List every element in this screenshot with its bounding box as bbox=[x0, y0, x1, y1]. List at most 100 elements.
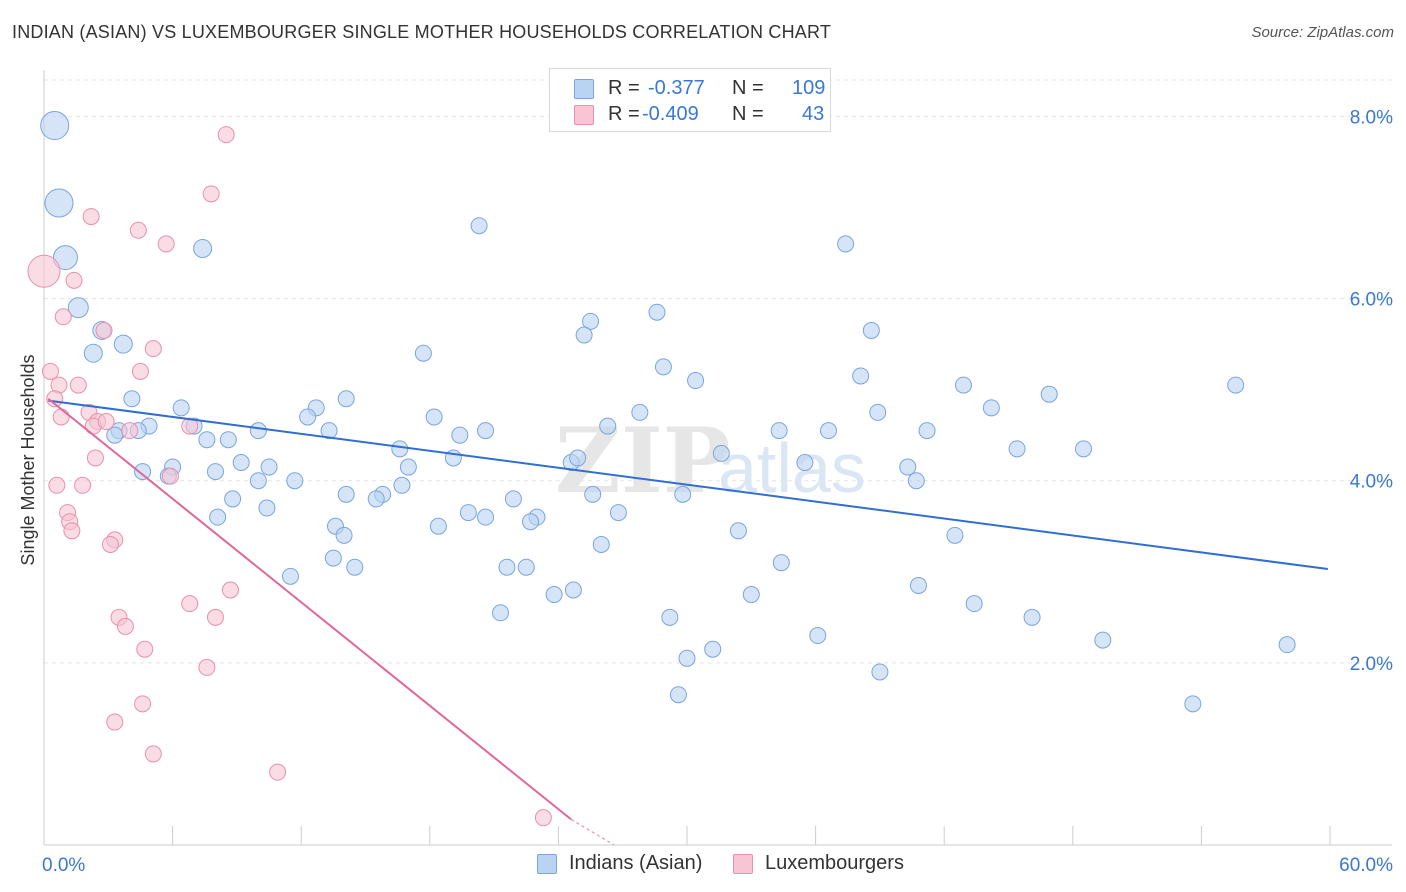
legend-swatch-blue bbox=[574, 79, 594, 99]
legend-r-label: R = bbox=[608, 77, 640, 99]
indian-point bbox=[67, 297, 89, 319]
indian-point bbox=[569, 449, 587, 467]
indian-point bbox=[198, 431, 216, 449]
series-legend: Indians (Asian) Luxembourgers bbox=[0, 852, 1406, 876]
luxembourger-point bbox=[134, 695, 152, 713]
indian-point bbox=[946, 526, 964, 544]
indian-point bbox=[83, 343, 103, 363]
luxembourger-point bbox=[206, 608, 224, 626]
luxembourger-point bbox=[41, 362, 59, 380]
series-legend-label: Luxembourgers bbox=[765, 852, 904, 874]
indian-point bbox=[391, 440, 409, 458]
source-credit: Source: ZipAtlas.com bbox=[1251, 24, 1394, 41]
indian-point bbox=[337, 390, 355, 408]
indian-point bbox=[1278, 636, 1296, 654]
indian-point bbox=[678, 649, 696, 667]
indian-point bbox=[399, 458, 417, 476]
indian-point bbox=[674, 485, 692, 503]
luxembourger-point bbox=[65, 271, 83, 289]
luxembourger-point bbox=[63, 522, 81, 540]
indian-point bbox=[661, 608, 679, 626]
indian-point bbox=[869, 403, 887, 421]
x-tick-label: 0.0% bbox=[42, 855, 85, 876]
indian-point bbox=[907, 472, 925, 490]
indian-point bbox=[654, 358, 672, 376]
watermark-atlas: atlas bbox=[718, 429, 866, 507]
legend-swatch-pink bbox=[574, 105, 594, 125]
indian-point bbox=[299, 408, 317, 426]
series-swatch-blue bbox=[537, 854, 557, 874]
indian-point bbox=[522, 513, 540, 531]
indian-point bbox=[1075, 440, 1093, 458]
luxembourger-point bbox=[27, 254, 61, 288]
indian-point bbox=[584, 485, 602, 503]
indian-point bbox=[1008, 440, 1026, 458]
indian-point bbox=[545, 586, 563, 604]
indian-point bbox=[393, 476, 411, 494]
indian-point bbox=[648, 303, 666, 321]
luxembourger-point bbox=[54, 308, 72, 326]
luxembourger-point bbox=[131, 362, 149, 380]
luxembourger-point bbox=[157, 235, 175, 253]
indian-point bbox=[477, 422, 495, 440]
indian-point bbox=[564, 581, 582, 599]
luxembourger-point bbox=[202, 185, 220, 203]
indian-point bbox=[609, 504, 627, 522]
indian-point bbox=[260, 458, 278, 476]
indian-point bbox=[335, 526, 353, 544]
indian-point bbox=[232, 454, 250, 471]
indian-point bbox=[772, 554, 790, 572]
indian-point bbox=[320, 422, 338, 440]
indian-point bbox=[1094, 631, 1112, 649]
legend-r-value: -0.409 bbox=[642, 103, 699, 125]
legend-r-label: R = bbox=[608, 103, 640, 125]
luxembourger-point bbox=[116, 617, 134, 635]
indian-point bbox=[918, 422, 936, 440]
indian-point bbox=[1184, 695, 1202, 713]
indian-point bbox=[219, 431, 237, 449]
luxembourger-trendline-extension bbox=[570, 818, 615, 846]
luxembourger-trendline bbox=[47, 397, 572, 821]
indian-point bbox=[498, 558, 516, 576]
indian-point bbox=[224, 490, 242, 508]
series-swatch-pink bbox=[733, 854, 753, 874]
indian-point bbox=[44, 188, 74, 218]
indian-point bbox=[258, 499, 276, 517]
indian-point bbox=[599, 417, 617, 435]
y-tick-label: 2.0% bbox=[1350, 654, 1393, 675]
indian-point bbox=[504, 490, 522, 508]
indian-point bbox=[281, 567, 299, 585]
indian-point bbox=[1040, 385, 1058, 403]
indian-point bbox=[492, 604, 510, 622]
y-tick-label: 8.0% bbox=[1350, 107, 1393, 128]
legend-r-value: -0.377 bbox=[648, 77, 705, 99]
luxembourger-point bbox=[97, 413, 115, 431]
luxembourger-point bbox=[161, 467, 179, 485]
indian-point bbox=[909, 576, 927, 594]
indian-point bbox=[425, 408, 443, 426]
indian-point bbox=[346, 558, 364, 576]
indian-point bbox=[459, 504, 477, 522]
y-axis-title: Single Mother Households bbox=[18, 354, 38, 565]
indian-point bbox=[871, 663, 889, 681]
indian-point bbox=[954, 376, 972, 394]
indian-point bbox=[687, 372, 705, 390]
indian-point bbox=[517, 558, 535, 576]
indian-point bbox=[470, 217, 488, 235]
y-tick-label: 4.0% bbox=[1350, 472, 1393, 493]
indian-point bbox=[40, 111, 70, 141]
series-legend-label: Indians (Asian) bbox=[569, 852, 703, 874]
indian-point bbox=[965, 595, 983, 613]
x-tick-label: 60.0% bbox=[1339, 855, 1393, 876]
indian-trendline bbox=[48, 399, 1328, 571]
luxembourger-point bbox=[74, 476, 92, 494]
indian-point bbox=[324, 549, 342, 567]
indian-point bbox=[134, 463, 152, 481]
luxembourger-point bbox=[144, 745, 162, 763]
luxembourger-point bbox=[52, 408, 70, 426]
indian-point bbox=[729, 522, 747, 540]
indian-point bbox=[862, 321, 880, 339]
indian-point bbox=[367, 490, 385, 508]
legend-n-value: 109 bbox=[792, 77, 826, 99]
luxembourger-point bbox=[82, 208, 100, 226]
